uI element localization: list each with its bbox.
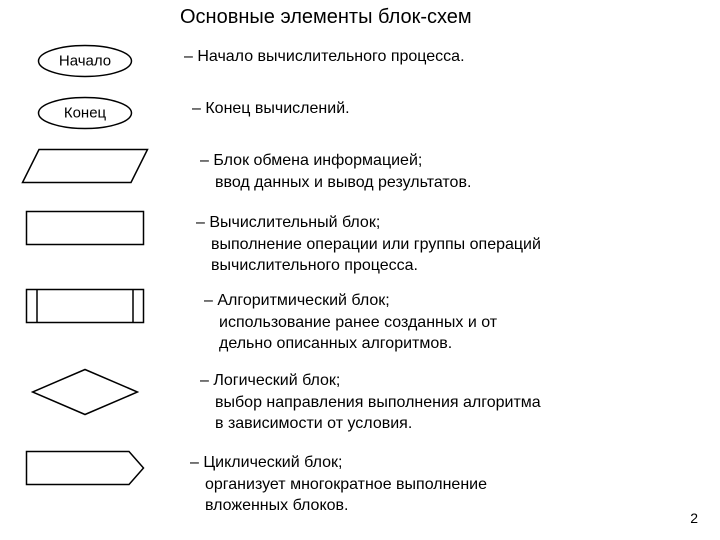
legend-description: – Алгоритмический блок;использование ран… [204, 288, 497, 355]
svg-text:Конец: Конец [64, 105, 107, 122]
subroutine-shape [0, 288, 170, 324]
legend-description: – Логический блок;выбор направления выпо… [200, 368, 541, 435]
legend-row: Конец – Конец вычислений. [0, 96, 720, 130]
ellipse-shape: Конец [0, 96, 170, 130]
legend-description: – Блок обмена информацией;ввод данных и … [200, 148, 471, 193]
page-title: Основные элементы блок-схем [180, 6, 472, 29]
legend-description: – Начало вычислительного процесса. [184, 44, 465, 68]
svg-text:Начало: Начало [59, 53, 111, 70]
loop-shape [0, 450, 170, 486]
ellipse-shape: Начало [0, 44, 170, 78]
diamond-shape [0, 368, 170, 416]
legend-row: – Блок обмена информацией;ввод данных и … [0, 148, 720, 193]
legend-row: – Циклический блок;организует многократн… [0, 450, 720, 517]
legend-row: – Алгоритмический блок;использование ран… [0, 288, 720, 355]
legend-row: – Вычислительный блок;выполнение операци… [0, 210, 720, 277]
rect-shape [0, 210, 170, 246]
parallelogram-shape [0, 148, 170, 184]
page-number: 2 [690, 510, 698, 526]
legend-row: – Логический блок;выбор направления выпо… [0, 368, 720, 435]
legend-description: – Конец вычислений. [192, 96, 350, 120]
legend-row: Начало – Начало вычислительного процесса. [0, 44, 720, 78]
legend-description: – Вычислительный блок;выполнение операци… [196, 210, 541, 277]
legend-description: – Циклический блок;организует многократн… [190, 450, 487, 517]
